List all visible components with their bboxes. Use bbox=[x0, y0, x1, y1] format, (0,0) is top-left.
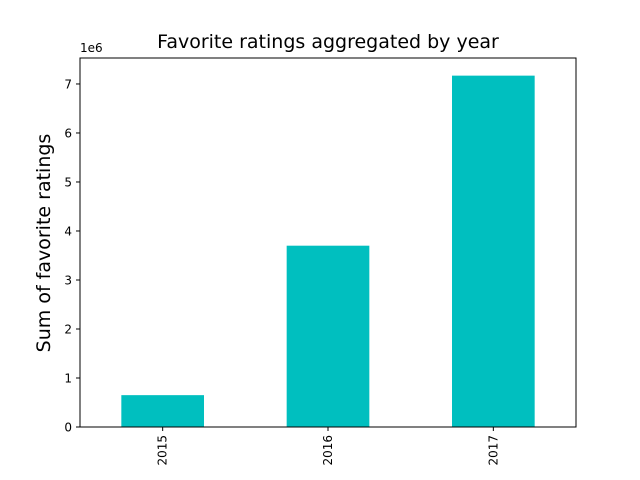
y-tick-label: 4 bbox=[64, 224, 72, 238]
x-tick-label: 2017 bbox=[486, 435, 500, 466]
bar-2017 bbox=[452, 75, 535, 427]
x-axis-label: Year bbox=[307, 477, 348, 480]
x-tick-label: 2016 bbox=[321, 435, 335, 466]
bar-2016 bbox=[286, 245, 370, 427]
y-tick-label: 2 bbox=[64, 322, 72, 336]
y-tick-label: 1 bbox=[64, 371, 72, 385]
chart-title: Favorite ratings aggregated by year bbox=[157, 31, 499, 53]
y-axis-label: Sum of favorite ratings bbox=[33, 134, 55, 353]
bar-2015 bbox=[121, 395, 204, 427]
y-tick-label: 6 bbox=[64, 126, 72, 140]
plot-frame bbox=[79, 57, 577, 428]
y-tick-label: 3 bbox=[64, 273, 72, 287]
y-tick-label: 5 bbox=[64, 175, 72, 189]
y-offset-label: 1e6 bbox=[80, 41, 103, 55]
y-tick-label: 0 bbox=[64, 421, 72, 435]
y-tick-label: 7 bbox=[64, 77, 72, 91]
x-tick-label: 2015 bbox=[156, 435, 170, 466]
